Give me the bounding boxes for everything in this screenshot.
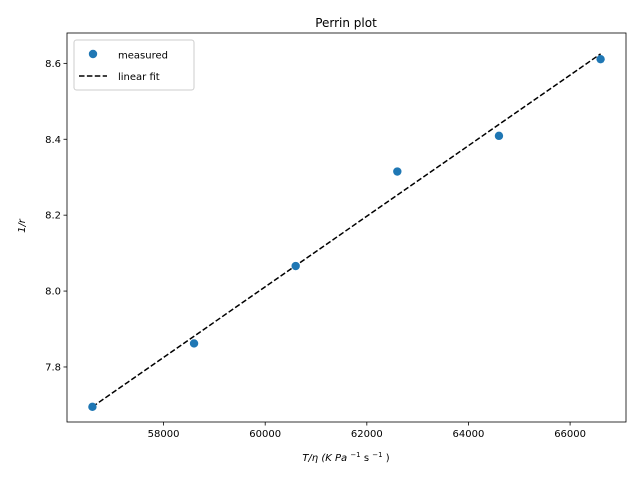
x-axis-label-exp2: −1 — [372, 451, 382, 459]
fit-line — [91, 53, 602, 408]
x-axis-label-mid: s — [364, 453, 369, 464]
y-tick-label: 8.4 — [45, 135, 61, 146]
x-tick-label: 58000 — [148, 429, 180, 440]
data-point — [494, 131, 504, 141]
axes-frame — [66, 32, 627, 423]
x-tick-label: 66000 — [554, 429, 586, 440]
x-tick-label: 64000 — [453, 429, 485, 440]
x-tick-label: 62000 — [351, 429, 383, 440]
data-point — [291, 261, 300, 271]
y-tick-label: 7.8 — [45, 362, 61, 373]
x-tick-label: 60000 — [249, 429, 281, 440]
legend: measured linear fit — [73, 39, 195, 91]
legend-box — [73, 39, 195, 91]
data-point — [88, 402, 97, 412]
y-tick-label: 8.6 — [45, 59, 61, 70]
data-point — [393, 167, 402, 176]
data-point — [596, 54, 605, 64]
data-point — [189, 339, 199, 348]
legend-label-linear-fit: linear fit — [118, 72, 160, 83]
plot-area — [88, 53, 605, 412]
legend-marker-measured — [88, 49, 98, 59]
x-axis: 58000 60000 62000 64000 66000 — [148, 422, 586, 440]
x-axis-label-end: ) — [386, 453, 390, 464]
y-axis-label: 1/r — [17, 218, 28, 233]
y-axis: 7.8 8.0 8.2 8.4 8.6 — [45, 59, 67, 373]
y-tick-label: 8.2 — [45, 211, 61, 222]
chart-title: Perrin plot — [315, 16, 377, 30]
legend-label-measured: measured — [118, 51, 168, 62]
y-tick-label: 8.0 — [45, 287, 61, 298]
x-axis-label: T/η (K Pa −1 s −1 ) — [302, 449, 389, 464]
x-axis-label-exp1: −1 — [350, 451, 360, 459]
x-axis-label-base: T/η (K Pa — [302, 453, 347, 464]
